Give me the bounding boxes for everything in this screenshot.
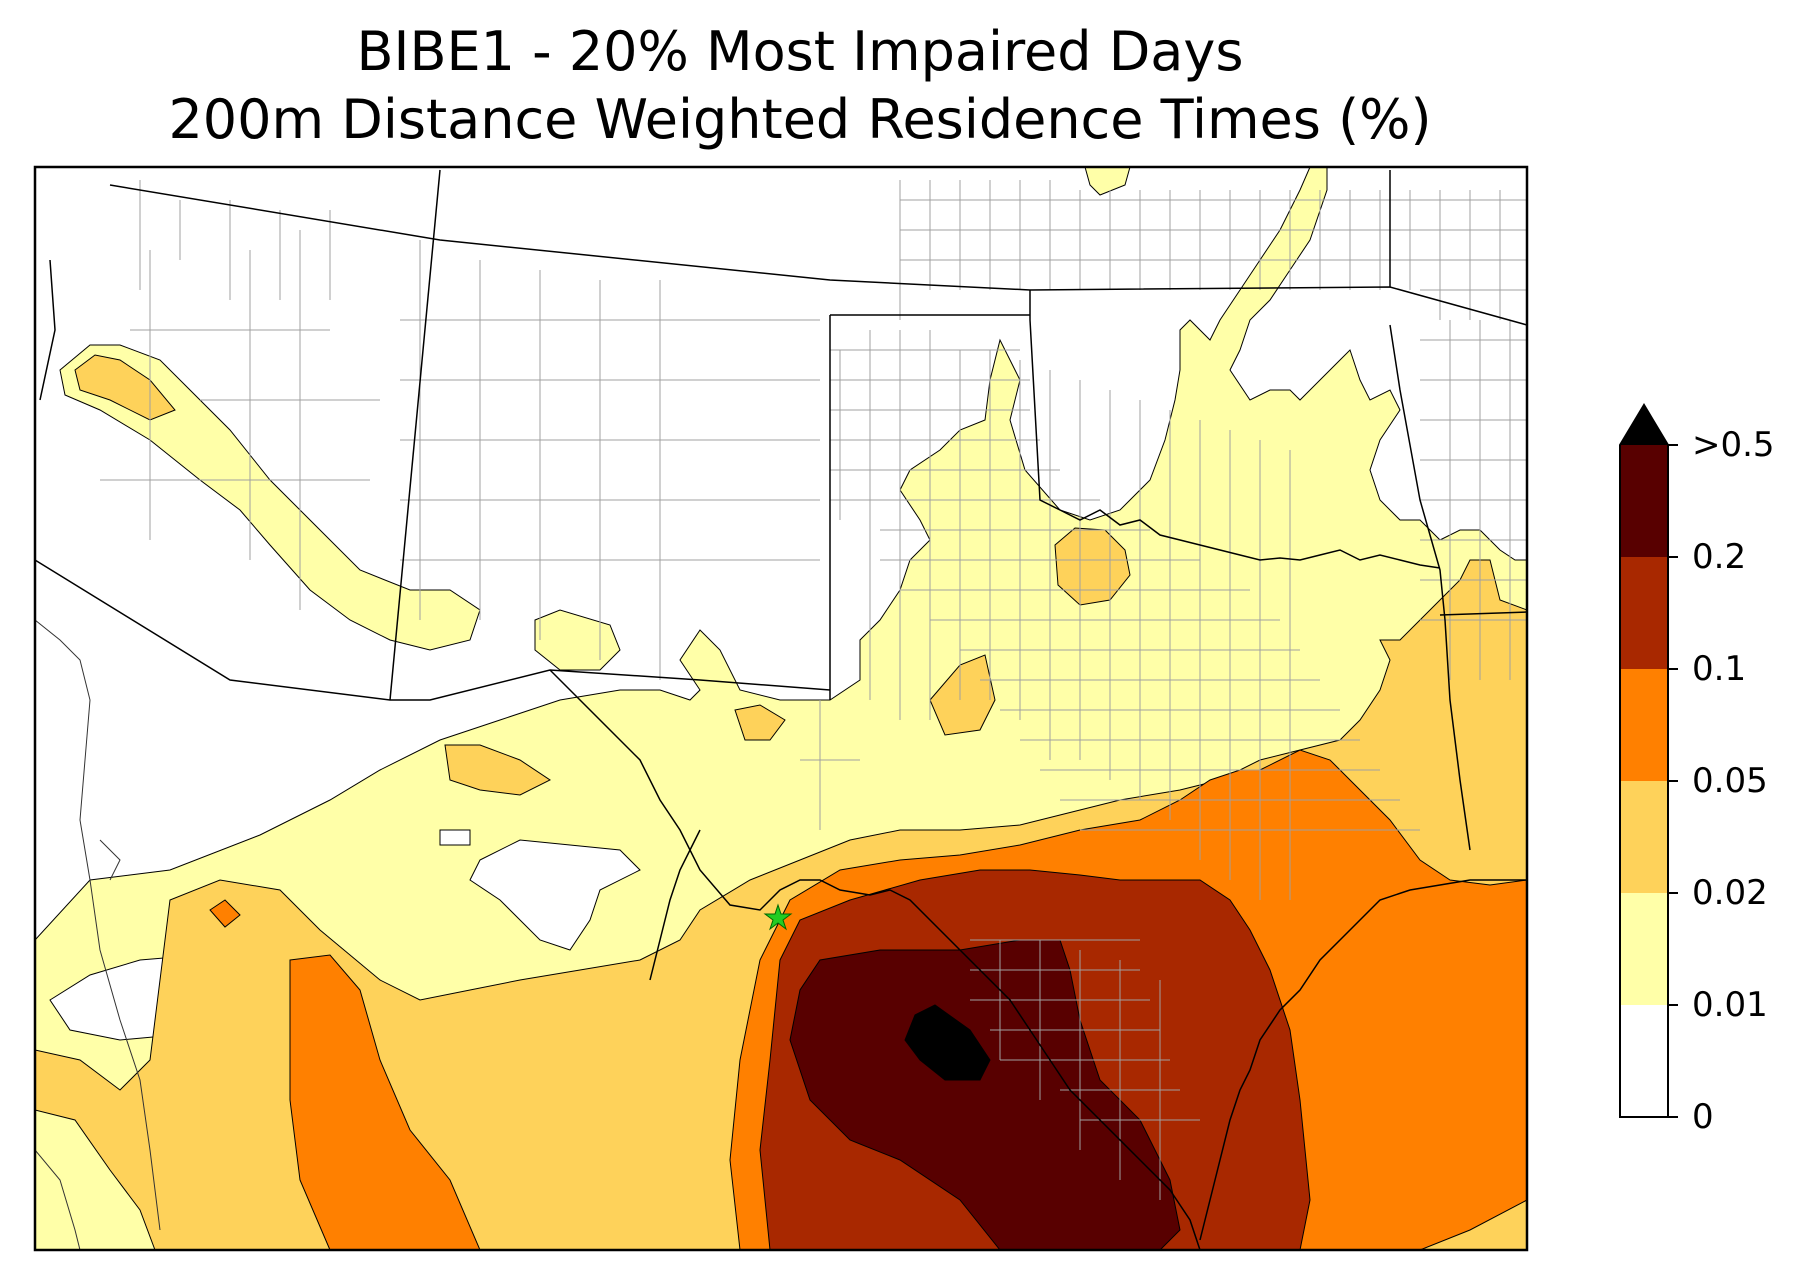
map-title-line1: BIBE1 - 20% Most Impaired Days bbox=[356, 20, 1244, 83]
colorbar-tick-label: 0.01 bbox=[1692, 985, 1768, 1025]
contour-0.01-top bbox=[1084, 167, 1131, 196]
colorbar-tick-label: 0.02 bbox=[1692, 873, 1768, 913]
contour-0.01-streak bbox=[59, 344, 481, 651]
colorbar-extend-arrow bbox=[1620, 405, 1668, 445]
colorbar-outline bbox=[1619, 403, 1669, 1118]
contour-hole-1 bbox=[469, 839, 641, 951]
state-boundaries bbox=[35, 169, 1527, 1250]
colorbar-segment bbox=[1620, 669, 1668, 781]
coastline bbox=[35, 619, 161, 1250]
contour-max bbox=[904, 1004, 991, 1081]
contour-0.05-dot bbox=[209, 899, 241, 928]
colorbar-segment bbox=[1620, 1005, 1668, 1117]
contour-0.02-north-1 bbox=[1054, 527, 1131, 606]
colorbar-tick-label: 0.2 bbox=[1692, 537, 1747, 577]
contour-0.02-west-2 bbox=[444, 744, 551, 796]
contour-hole-5 bbox=[439, 829, 471, 846]
colorbar-segment bbox=[1620, 781, 1668, 893]
colorbar-tick-label: 0 bbox=[1692, 1097, 1714, 1137]
colorbar-segment bbox=[1620, 445, 1668, 557]
contour-0.2 bbox=[789, 939, 1181, 1250]
green-star-icon bbox=[763, 903, 793, 931]
colorbar-tick-label: 0.05 bbox=[1692, 761, 1768, 801]
map-title-line2: 200m Distance Weighted Residence Times (… bbox=[168, 88, 1432, 151]
colorbar-tick-label: 0.1 bbox=[1692, 649, 1747, 689]
contour-0.01-blob-nm bbox=[534, 609, 621, 671]
colorbar-segment bbox=[1620, 557, 1668, 669]
colorbar-segment bbox=[1620, 893, 1668, 1005]
colorbar bbox=[1619, 403, 1678, 1118]
contour-0.02-nm bbox=[734, 704, 786, 741]
map-frame bbox=[33, 165, 1529, 1252]
contour-0.05-west bbox=[289, 954, 481, 1250]
colorbar-tick-label: >0.5 bbox=[1692, 425, 1775, 465]
